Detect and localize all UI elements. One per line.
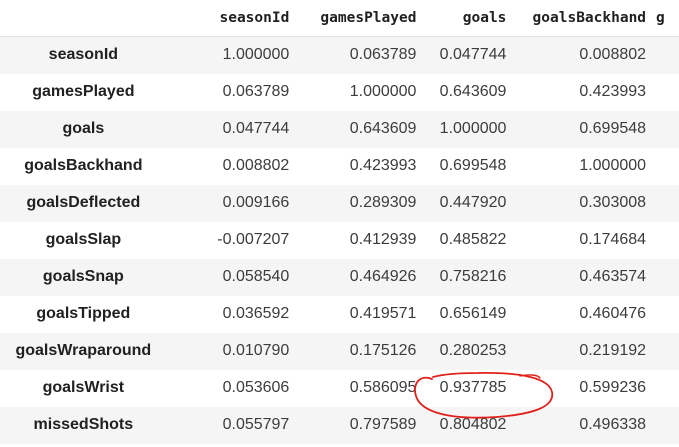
row-label: seasonId: [0, 36, 167, 74]
table-cell: 0.699548: [510, 110, 651, 148]
table-cell: 0.463574: [510, 258, 651, 296]
table-cell: [650, 406, 679, 444]
table-row: goalsWraparound 0.010790 0.175126 0.2802…: [0, 332, 679, 370]
table-cell: [650, 147, 679, 185]
table-row: goalsWrist 0.053606 0.586095 0.937785 0.…: [0, 369, 679, 407]
column-header: goals: [420, 0, 511, 37]
table-row: seasonId 1.000000 0.063789 0.047744 0.00…: [0, 36, 679, 74]
row-label: gamesPlayed: [0, 73, 167, 111]
table-cell: 0.053606: [166, 369, 294, 407]
table-cell: 0.412939: [293, 221, 421, 259]
table-cell: 0.423993: [293, 147, 421, 185]
row-label: goalsWrist: [0, 369, 167, 407]
table-cell: 0.758216: [420, 258, 511, 296]
table-cell: -0.007207: [166, 221, 294, 259]
row-label: missedShots: [0, 406, 167, 444]
table-cell: 0.643609: [420, 73, 511, 111]
table-cell: 0.008802: [166, 147, 294, 185]
column-header: gamesPlayed: [293, 0, 421, 37]
table-cell: 0.447920: [420, 184, 511, 222]
table-cell: 0.460476: [510, 295, 651, 333]
table-cell: 1.000000: [420, 110, 511, 148]
table-row: goals 0.047744 0.643609 1.000000 0.69954…: [0, 110, 679, 148]
table-cell: 0.599236: [510, 369, 651, 407]
table-row: goalsDeflected 0.009166 0.289309 0.44792…: [0, 184, 679, 222]
row-label: goalsSlap: [0, 221, 167, 259]
table-cell: 0.058540: [166, 258, 294, 296]
table-cell: 0.219192: [510, 332, 651, 370]
row-label: goalsWraparound: [0, 332, 167, 370]
table-row: goalsSnap 0.058540 0.464926 0.758216 0.4…: [0, 258, 679, 296]
table-cell: 0.303008: [510, 184, 651, 222]
table-cell: 1.000000: [510, 147, 651, 185]
table-cell: 0.063789: [166, 73, 294, 111]
highlighted-cell: 0.937785: [420, 369, 511, 407]
row-label: goals: [0, 110, 167, 148]
column-header: goalsBackhand: [510, 0, 651, 37]
table-row: goalsTipped 0.036592 0.419571 0.656149 0…: [0, 295, 679, 333]
table-cell: 0.009166: [166, 184, 294, 222]
table-cell: 1.000000: [293, 73, 421, 111]
table-cell: 0.423993: [510, 73, 651, 111]
table-cell: 0.289309: [293, 184, 421, 222]
table-cell: 0.055797: [166, 406, 294, 444]
table-cell: 0.586095: [293, 369, 421, 407]
table-cell: [650, 258, 679, 296]
row-label: goalsBackhand: [0, 147, 167, 185]
table-cell: 0.496338: [510, 406, 651, 444]
table-row: missedShots 0.055797 0.797589 0.804802 0…: [0, 406, 679, 444]
table-cell: 0.699548: [420, 147, 511, 185]
row-label: goalsDeflected: [0, 184, 167, 222]
table-cell: [650, 36, 679, 74]
row-label: goalsSnap: [0, 258, 167, 296]
table-cell: [650, 369, 679, 407]
table-row: goalsSlap -0.007207 0.412939 0.485822 0.…: [0, 221, 679, 259]
table-row: gamesPlayed 0.063789 1.000000 0.643609 0…: [0, 73, 679, 111]
table-cell: 0.175126: [293, 332, 421, 370]
table-cell: 0.008802: [510, 36, 651, 74]
table-cell: 0.036592: [166, 295, 294, 333]
table-cell: 0.643609: [293, 110, 421, 148]
table-cell: [650, 221, 679, 259]
header-row: seasonId gamesPlayed goals goalsBackhand…: [0, 0, 679, 37]
row-label: goalsTipped: [0, 295, 167, 333]
table-cell: 0.485822: [420, 221, 511, 259]
table-cell: 0.174684: [510, 221, 651, 259]
table-cell: 1.000000: [166, 36, 294, 74]
column-header: seasonId: [166, 0, 294, 37]
table-cell: 0.010790: [166, 332, 294, 370]
table-cell: 0.280253: [420, 332, 511, 370]
table-cell: [650, 184, 679, 222]
table-cell: 0.804802: [420, 406, 511, 444]
table-cell: 0.656149: [420, 295, 511, 333]
table-cell: 0.464926: [293, 258, 421, 296]
table-cell: 0.419571: [293, 295, 421, 333]
table-cell: [650, 110, 679, 148]
table-cell: 0.063789: [293, 36, 421, 74]
table-cell: 0.797589: [293, 406, 421, 444]
table-row: goalsBackhand 0.008802 0.423993 0.699548…: [0, 147, 679, 185]
table-cell: [650, 332, 679, 370]
table-cell: 0.047744: [166, 110, 294, 148]
index-header-corner: [0, 0, 167, 37]
column-header: g: [650, 0, 679, 37]
table-cell: 0.047744: [420, 36, 511, 74]
table-cell: [650, 73, 679, 111]
table-cell: [650, 295, 679, 333]
